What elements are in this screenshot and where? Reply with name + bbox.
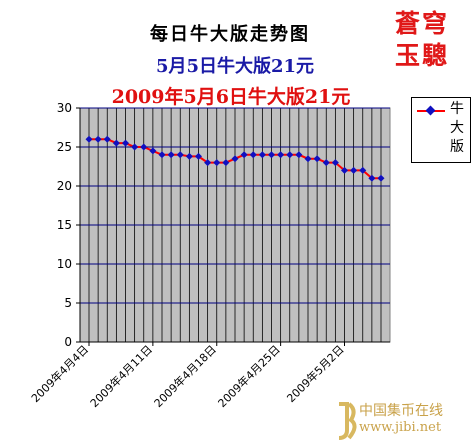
data-point bbox=[249, 151, 257, 159]
data-point bbox=[368, 174, 376, 182]
data-point bbox=[122, 139, 129, 147]
data-point bbox=[195, 152, 202, 160]
data-point bbox=[185, 152, 193, 160]
data-point bbox=[268, 151, 275, 159]
y-tick-label: 20 bbox=[57, 179, 72, 193]
legend-marker-swatch bbox=[425, 105, 436, 116]
y-tick-label: 15 bbox=[57, 218, 72, 232]
data-point bbox=[204, 159, 212, 167]
watermark: 中国集币在线 www.jibi.net bbox=[335, 398, 472, 445]
data-point bbox=[331, 159, 339, 167]
data-point bbox=[94, 135, 102, 143]
data-point bbox=[277, 151, 285, 159]
chart-title: 每日牛大版走势图 bbox=[150, 24, 310, 45]
data-point bbox=[149, 147, 157, 155]
seal-stamp-line1: 蒼穹 bbox=[395, 9, 450, 38]
x-tick-label: 2009年4月11日 bbox=[87, 342, 155, 410]
x-tick-label: 2009年4月25日 bbox=[215, 342, 283, 410]
data-point bbox=[304, 155, 312, 163]
y-tick-label: 30 bbox=[57, 101, 72, 115]
data-point bbox=[112, 139, 120, 147]
data-point bbox=[140, 143, 148, 151]
watermark-url: www.jibi.net bbox=[359, 420, 442, 435]
y-tick-label: 0 bbox=[64, 335, 72, 349]
y-tick-label: 5 bbox=[64, 296, 72, 310]
x-tick-label: 2009年4月4日 bbox=[28, 342, 91, 405]
y-tick-label: 10 bbox=[57, 257, 72, 271]
watermark-site-name: 中国集币在线 bbox=[359, 403, 443, 419]
x-tick-label: 2009年5月2日 bbox=[284, 342, 347, 405]
chart-legend: 牛大版 bbox=[411, 97, 471, 163]
data-point bbox=[341, 166, 348, 174]
data-point bbox=[103, 135, 111, 143]
data-point bbox=[158, 151, 166, 159]
seal-stamp-line2: 玉驄 bbox=[395, 41, 450, 70]
data-point bbox=[258, 151, 266, 159]
data-point bbox=[286, 151, 294, 159]
data-point bbox=[350, 166, 358, 174]
data-point bbox=[359, 166, 367, 174]
data-point bbox=[295, 151, 303, 159]
data-point bbox=[213, 159, 221, 167]
data-point bbox=[231, 155, 239, 163]
data-point bbox=[176, 151, 184, 159]
data-point bbox=[222, 159, 230, 167]
data-point bbox=[240, 151, 248, 159]
chart-subtitle-may5: 5月5日牛大版21元 bbox=[155, 56, 315, 77]
data-point bbox=[313, 155, 321, 163]
data-point bbox=[377, 174, 385, 182]
chart-subtitle-may6: 2009年5月6日牛大版21元 bbox=[111, 86, 351, 108]
x-tick-label: 2009年4月18日 bbox=[151, 342, 219, 410]
data-point bbox=[85, 135, 93, 143]
data-point bbox=[322, 159, 330, 167]
y-tick-label: 25 bbox=[57, 140, 72, 154]
data-point bbox=[167, 151, 175, 159]
legend-entry-label: 牛大版 bbox=[450, 101, 464, 155]
watermark-logo-icon bbox=[338, 402, 357, 440]
data-point bbox=[131, 143, 139, 151]
